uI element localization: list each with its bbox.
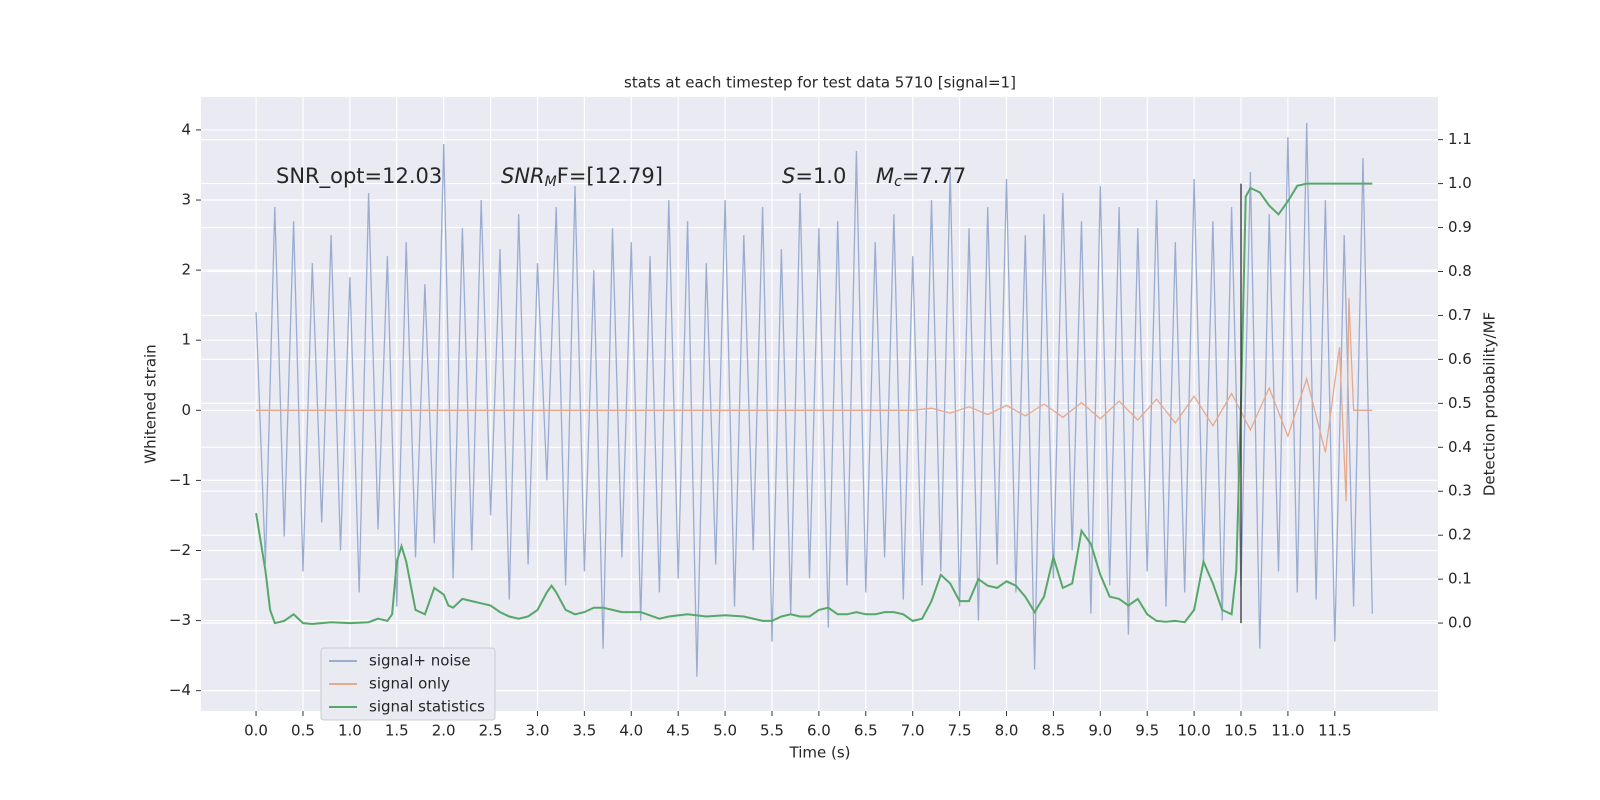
x-tick-label: 0.0: [244, 722, 268, 740]
annotation-italic: M: [876, 164, 894, 188]
x-tick-label: 10.0: [1177, 722, 1210, 740]
y-tick-label: 1: [181, 331, 191, 349]
y-tick-label: −4: [169, 681, 191, 699]
legend-box: [320, 647, 496, 721]
x-tick-label: 8.5: [1041, 722, 1065, 740]
series-line: [255, 182, 1373, 626]
x-tick-label: 7.5: [948, 722, 972, 740]
annotation-text: =1.0: [795, 164, 846, 188]
y2-tick-label: 0.9: [1448, 218, 1472, 236]
annotation: S=1.0: [782, 164, 846, 188]
annotation: SNR_opt=12.03: [276, 164, 442, 189]
x-tick-label: 9.5: [1135, 722, 1159, 740]
y-tick-label: 3: [181, 191, 191, 209]
legend-label: signal only: [369, 675, 450, 693]
annotation-text: =7.77: [902, 164, 966, 188]
y2-tick-label: 1.0: [1448, 174, 1472, 192]
y2-tick-label: 0.0: [1448, 614, 1472, 632]
annotation: SNRMF=[12.79]: [501, 164, 663, 190]
y2-tick-label: 0.5: [1448, 394, 1472, 412]
x-tick-label: 4.0: [619, 722, 643, 740]
x-tick-label: 1.0: [338, 722, 362, 740]
y-tick-label: 2: [181, 261, 191, 279]
x-tick-label: 2.0: [432, 722, 456, 740]
x-tick-label: 1.5: [385, 722, 409, 740]
series-line: [255, 122, 1373, 677]
y2-tick-label: 0.8: [1448, 262, 1472, 280]
x-tick-label: 5.0: [713, 722, 737, 740]
x-tick-label: 7.0: [901, 722, 925, 740]
x-tick-label: 6.5: [854, 722, 878, 740]
annotation-italic: S: [782, 164, 795, 188]
annotation-text: F=[12.79]: [557, 164, 663, 188]
y-tick-label: 0: [181, 401, 191, 419]
annotation-sub: c: [894, 174, 902, 190]
annotation-text: SNR_opt=12.03: [276, 164, 442, 189]
x-tick-label: 3.0: [526, 722, 550, 740]
y2-tick-label: 0.7: [1448, 306, 1472, 324]
x-tick-label: 8.0: [995, 722, 1019, 740]
annotation: Mc=7.77: [876, 164, 966, 190]
y2-axis-label: Detection probability/MF: [1481, 312, 1499, 496]
y2-tick-label: 0.1: [1448, 570, 1472, 588]
y-axis-label: Whitened strain: [142, 344, 160, 463]
series-line: [256, 298, 1373, 502]
x-tick-label: 9.0: [1088, 722, 1112, 740]
x-axis-label: Time (s): [789, 744, 851, 762]
y-tick-label: −3: [169, 611, 191, 629]
chart-title: stats at each timestep for test data 571…: [624, 74, 1016, 92]
x-tick-label: 0.5: [291, 722, 315, 740]
x-tick-label: 6.0: [807, 722, 831, 740]
x-tick-label: 5.5: [760, 722, 784, 740]
legend-label: signal+ noise: [369, 652, 471, 670]
y2-tick-label: 0.2: [1448, 526, 1472, 544]
x-tick-label: 11.5: [1318, 722, 1351, 740]
grid: [201, 97, 1438, 711]
y-tick-label: 4: [181, 120, 191, 138]
annotation-italic: SNR: [501, 164, 545, 188]
x-tick-label: 2.5: [479, 722, 503, 740]
x-tick-label: 4.5: [666, 722, 690, 740]
y-tick-label: −1: [169, 471, 191, 489]
annotation-sub: M: [545, 174, 557, 190]
y2-tick-label: 0.6: [1448, 350, 1472, 368]
y2-tick-label: 1.1: [1448, 130, 1472, 148]
x-tick-label: 3.5: [572, 722, 596, 740]
y2-tick-label: 0.3: [1448, 482, 1472, 500]
legend-label: signal statistics: [369, 698, 485, 716]
x-tick-label: 11.0: [1271, 722, 1304, 740]
y2-tick-label: 0.4: [1448, 438, 1472, 456]
x-tick-label: 10.5: [1224, 722, 1257, 740]
y-tick-label: −2: [169, 541, 191, 559]
